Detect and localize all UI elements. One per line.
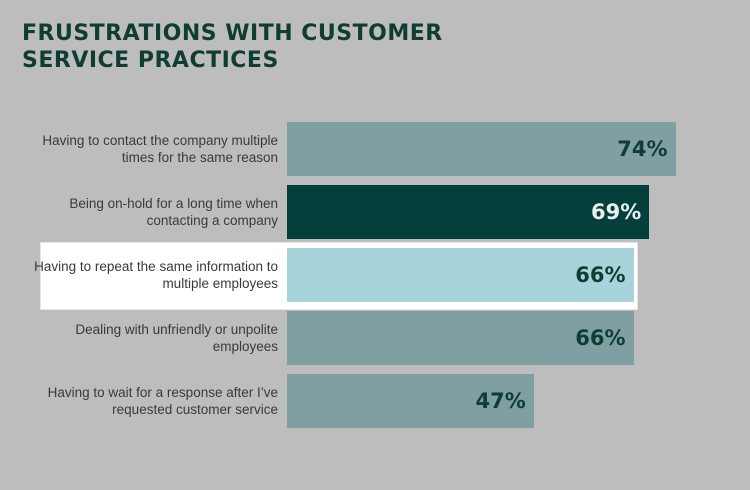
bar-2 — [287, 185, 650, 239]
bar-4 — [287, 311, 634, 365]
category-label-3: Having to repeat the same information to… — [34, 259, 278, 291]
category-label-5: Having to wait for a response after I’ve… — [47, 385, 278, 417]
value-label-5: 47% — [475, 389, 526, 413]
category-label-2: Being on-hold for a long time when conta… — [69, 196, 278, 228]
bar-3 — [287, 248, 634, 302]
value-label-3: 66% — [575, 263, 626, 287]
value-label-1: 74% — [617, 137, 668, 161]
bar-1 — [287, 122, 676, 176]
category-label-4: Dealing with unfriendly or unpolite empl… — [75, 322, 278, 354]
category-label-1: Having to contact the company multiple t… — [42, 133, 278, 165]
value-label-2: 69% — [590, 200, 642, 224]
value-label-4: 66% — [575, 326, 626, 350]
bar-5 — [287, 374, 534, 428]
chart-title: FRUSTRATIONS WITH CUSTOMER SERVICE PRACT… — [22, 21, 443, 73]
